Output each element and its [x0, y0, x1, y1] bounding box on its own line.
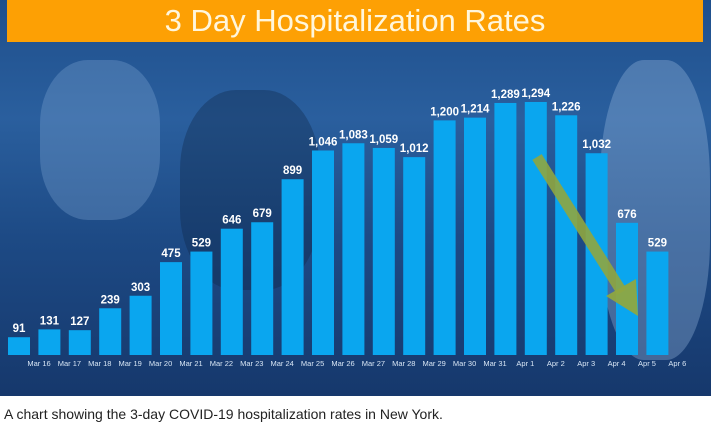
value-label: 1,294 [521, 88, 550, 100]
bar [312, 150, 334, 355]
value-label: 679 [253, 208, 272, 220]
x-tick-label: Mar 27 [362, 359, 385, 368]
chart-figure: 91 Mar 16 131 Mar 17 127 Mar 18 239 Mar 19 303 Ma… [0, 0, 711, 396]
background-photo [40, 60, 160, 220]
arrow-head [606, 279, 638, 316]
x-tick-label: Mar 20 [149, 359, 172, 368]
value-label: 1,046 [309, 136, 338, 148]
x-tick-label: Apr 4 [608, 359, 626, 368]
x-tick-label: Mar 21 [179, 359, 202, 368]
bar [372, 147, 395, 355]
bar [160, 262, 182, 355]
value-label: 646 [222, 215, 241, 227]
bar [555, 115, 578, 355]
x-tick-label: Mar 22 [210, 359, 233, 368]
x-tick-label: Mar 23 [240, 359, 263, 368]
x-tick-label: Apr 1 [516, 359, 534, 368]
value-label: 529 [192, 238, 211, 250]
value-label: 1,214 [461, 104, 490, 116]
value-label: 899 [283, 165, 302, 177]
x-tick-label: Mar 31 [483, 359, 506, 368]
bar-chart: 91 Mar 16 131 Mar 17 127 Mar 18 239 Mar 19 303 Ma… [8, 88, 687, 368]
value-label: 676 [617, 209, 636, 221]
bar [129, 295, 152, 355]
bar [342, 143, 365, 355]
value-label: 475 [161, 248, 181, 260]
value-label: 1,059 [369, 134, 398, 146]
value-label: 1,032 [582, 139, 611, 151]
value-label: 1,012 [400, 143, 429, 155]
bar [494, 102, 517, 355]
bar [38, 329, 61, 355]
bar [220, 228, 243, 355]
value-label: 131 [40, 315, 60, 327]
x-tick-label: Apr 2 [547, 359, 565, 368]
value-label: 1,083 [339, 129, 368, 141]
arrow-shaft [532, 154, 627, 295]
x-tick-label: Apr 5 [638, 359, 656, 368]
x-tick-label: Mar 19 [119, 359, 142, 368]
value-label: 239 [101, 294, 120, 306]
value-label: 91 [13, 323, 26, 335]
x-tick-label: Apr 3 [577, 359, 595, 368]
x-tick-label: Mar 24 [271, 359, 294, 368]
x-tick-label: Mar 29 [423, 359, 446, 368]
x-tick-label: Mar 30 [453, 359, 476, 368]
x-tick-label: Mar 25 [301, 359, 324, 368]
bar [524, 102, 547, 355]
value-label: 1,200 [430, 106, 459, 118]
x-tick-label: Mar 16 [27, 359, 50, 368]
bar [433, 120, 456, 356]
value-label: 303 [131, 282, 150, 294]
value-label: 529 [648, 238, 667, 250]
bar [68, 330, 91, 355]
x-tick-label: Mar 17 [58, 359, 81, 368]
x-tick-label: Mar 18 [88, 359, 111, 368]
x-tick-label: Mar 28 [392, 359, 415, 368]
bar [190, 251, 213, 355]
bar [403, 157, 426, 355]
x-tick-label: Mar 26 [331, 359, 354, 368]
bar [646, 251, 669, 355]
caption: A chart showing the 3-day COVID-19 hospi… [4, 406, 443, 422]
x-tick-label: Apr 6 [668, 359, 686, 368]
bar [99, 308, 122, 355]
value-label: 127 [70, 316, 89, 328]
bar [281, 179, 304, 355]
bar [8, 337, 30, 355]
value-label: 1,289 [491, 89, 520, 101]
bar [464, 117, 486, 355]
chart-title: 3 Day Hospitalization Rates [7, 0, 703, 42]
value-label: 1,226 [552, 101, 581, 113]
bar [251, 222, 274, 355]
